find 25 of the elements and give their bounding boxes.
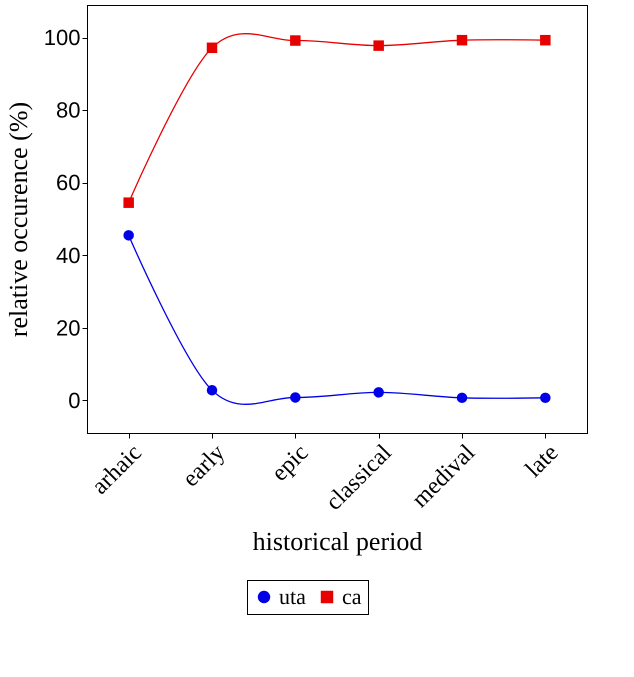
point <box>456 392 468 404</box>
y-tick-label: 0 <box>68 388 80 413</box>
point <box>540 392 551 404</box>
point <box>123 230 134 241</box>
point <box>290 392 301 403</box>
y-tick-label: 100 <box>44 25 80 50</box>
y-tick-label: 80 <box>56 98 80 123</box>
point <box>456 34 468 46</box>
point <box>206 42 218 54</box>
x-tick-label: early <box>178 440 230 492</box>
point <box>373 40 384 51</box>
legend-label: uta <box>279 584 306 609</box>
point <box>373 387 384 398</box>
point <box>540 34 551 46</box>
x-tick-label: late <box>520 440 564 483</box>
x-tick-label: epic <box>266 440 314 486</box>
y-tick-label: 40 <box>56 242 80 268</box>
x-axis-title: historical period <box>252 526 422 556</box>
point <box>123 197 134 208</box>
point <box>206 384 218 396</box>
y-tick-label: 20 <box>56 315 80 340</box>
legend-label: ca <box>342 584 362 609</box>
y-axis-title: relative occurence (%) <box>4 102 33 338</box>
point <box>290 35 301 46</box>
y-tick-label: 60 <box>56 170 80 196</box>
